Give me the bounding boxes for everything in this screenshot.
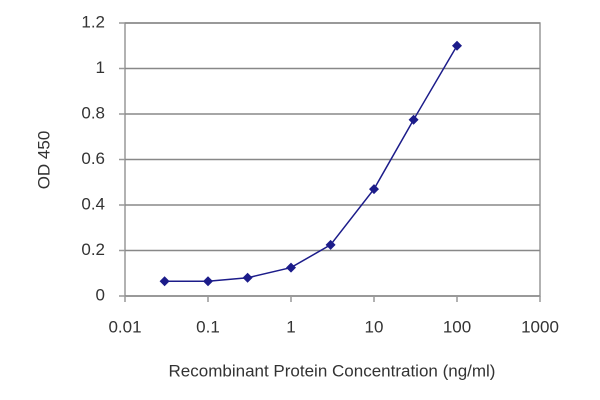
x-tick-label: 100 bbox=[443, 317, 471, 336]
series-line bbox=[164, 45, 458, 282]
data-point bbox=[325, 239, 336, 250]
data-point bbox=[452, 40, 462, 51]
x-tick-label: 0.01 bbox=[108, 317, 141, 336]
y-tick-label: 0.8 bbox=[81, 103, 105, 122]
y-tick-label: 0.2 bbox=[81, 240, 105, 259]
y-axis-label: OD 450 bbox=[34, 131, 53, 190]
data-point bbox=[203, 276, 213, 287]
y-tick-label: 0 bbox=[96, 285, 105, 304]
y-tick-label: 0.4 bbox=[81, 194, 105, 213]
y-tick-label: 0.6 bbox=[81, 149, 105, 168]
x-axis-label: Recombinant Protein Concentration (ng/ml… bbox=[169, 361, 496, 380]
y-tick-label: 1 bbox=[96, 58, 105, 77]
data-point bbox=[242, 272, 253, 283]
data-point bbox=[369, 184, 379, 195]
x-tick-label: 1 bbox=[286, 317, 295, 336]
x-tick-label: 10 bbox=[365, 317, 384, 336]
data-point bbox=[159, 276, 170, 287]
data-point bbox=[408, 114, 419, 125]
x-tick-label: 0.1 bbox=[196, 317, 220, 336]
data-point bbox=[286, 262, 296, 273]
y-tick-label: 1.2 bbox=[81, 12, 105, 31]
x-tick-label: 1000 bbox=[521, 317, 559, 336]
